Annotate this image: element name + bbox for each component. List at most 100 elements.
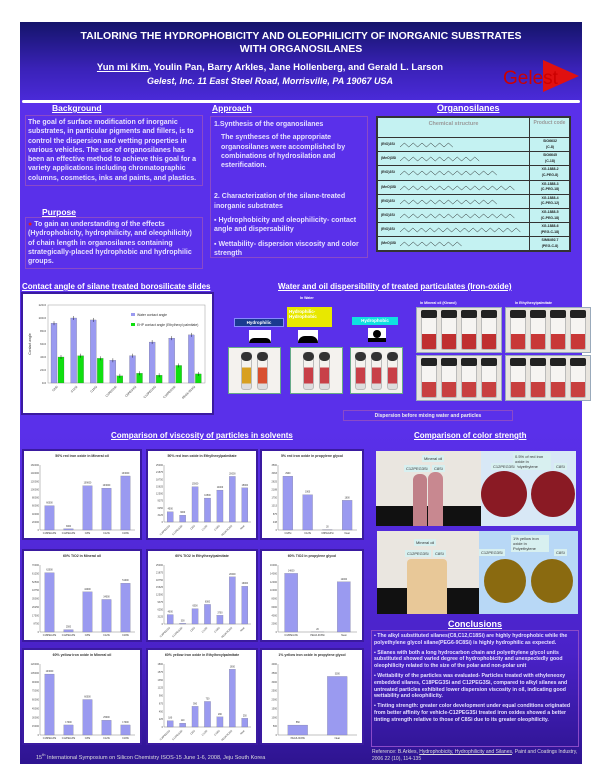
- bullet-text: Wettability- dispersion viscosity and co…: [214, 240, 359, 257]
- structure-prefix: (EtO)3Si: [381, 170, 395, 175]
- vial: [441, 310, 457, 350]
- structure-diagram: [400, 156, 480, 162]
- vial-cap: [570, 358, 586, 366]
- table-row: (MeO)3Si SIO6645 (C-18): [378, 152, 569, 167]
- hydrophilic-hydrophobic-label: Hydrophilic- Hydrophobic: [287, 307, 332, 327]
- poster-title: TAILORING THE HYDROPHOBICITY AND OLEOPHI…: [20, 30, 582, 56]
- organosilanes-heading: Organosilanes: [437, 103, 500, 113]
- bar: [302, 494, 313, 531]
- viscosity-chart: 1% yellow iron oxide in propylene glycol…: [260, 648, 364, 745]
- bar: [191, 706, 199, 728]
- bar: [179, 515, 186, 523]
- hydrophilic-label: Hydrophilic: [234, 318, 284, 327]
- legend-swatch: [131, 323, 135, 326]
- vial: [570, 310, 586, 350]
- vial-cap: [570, 310, 586, 318]
- data-label: 60000: [84, 697, 91, 699]
- product-code: SIO6645: [543, 153, 557, 158]
- structure-prefix: (EtO)3Si: [381, 142, 395, 146]
- bar: [287, 724, 308, 736]
- y-tick-label: 2500: [271, 690, 277, 693]
- bar: [337, 581, 351, 633]
- data-label: 250: [243, 715, 248, 717]
- bar: [327, 676, 348, 736]
- y-tick-label: 0.0: [42, 381, 47, 385]
- y-tick-label: 2188: [271, 488, 277, 491]
- background-text: The goal of surface modification of inor…: [25, 115, 203, 187]
- structure-cell: (EtO)3Si: [378, 223, 530, 238]
- vial-cap: [371, 352, 382, 361]
- y-tick-label: 26250: [32, 606, 40, 609]
- bar: [179, 623, 186, 625]
- y-tick-label: 2000: [271, 699, 277, 702]
- chart-title: 60% yellow iron oxide in Ethylhexylpalmi…: [164, 653, 240, 657]
- conclusion-text: Wettability of the particles was evaluat…: [374, 672, 568, 700]
- y-axis-label: Contact angle: [28, 333, 32, 355]
- poster-header: [20, 22, 582, 100]
- bar: [216, 615, 224, 625]
- y-tick-label: 2625: [271, 480, 277, 483]
- y-tick-label: 14000: [270, 572, 278, 575]
- viscosity-chart: 60% TiO2 in Mineral oil 0 8750 17500 26250 35…: [22, 549, 142, 642]
- in-water-label: In Water: [300, 296, 314, 300]
- conclusions-box: ▪ The alkyl substituted silanes(C8,C12,C…: [371, 630, 579, 747]
- y-tick-label: 1350: [157, 679, 163, 682]
- x-tick-label: C8Si: [85, 532, 91, 535]
- bar: [191, 486, 199, 523]
- reference-title: Hydrophobicity, Hydrophilicity and Silan…: [419, 749, 512, 755]
- data-label: 8300: [205, 601, 211, 603]
- authors: Yun mi Kim, Youlin Pan, Barry Arkles, Ja…: [40, 62, 500, 73]
- structure-cell: (EtO)3Si: [378, 209, 530, 223]
- viscosity-chart: 5% red iron oxide in propylene glycol 0 43…: [260, 449, 364, 540]
- x-tick-label: C18Si: [122, 634, 129, 637]
- data-label: 730: [206, 698, 211, 700]
- vial-cap: [530, 358, 546, 366]
- vial-photo: [416, 355, 502, 401]
- x-tick-label: C18PEG3Si: [43, 737, 57, 740]
- x-tick-label: C18Si: [284, 532, 291, 535]
- y-tick-label: 0: [162, 521, 164, 524]
- vial-photo: [505, 307, 591, 353]
- y-tick-label: 1750: [271, 497, 277, 500]
- vial: [510, 358, 526, 398]
- bar: [77, 355, 84, 384]
- bar: [188, 334, 195, 384]
- vial-cap: [510, 310, 526, 318]
- vial-cap: [303, 352, 314, 361]
- header-divider: [22, 100, 580, 103]
- vial-photo: [350, 347, 403, 394]
- color-strength-heading: Comparison of color strength: [414, 431, 527, 440]
- data-label: 109000: [84, 483, 92, 485]
- bar: [284, 573, 298, 633]
- data-label: 20000: [229, 574, 236, 576]
- bar: [149, 341, 156, 384]
- y-tick-label: 4000: [271, 614, 277, 617]
- vial-cap: [530, 310, 546, 318]
- y-tick-label: 100000: [31, 488, 40, 491]
- bar: [167, 614, 174, 625]
- data-label: 42000: [84, 589, 91, 591]
- x-tick-label: PEG6-9C8Si: [181, 385, 196, 400]
- y-tick-label: 61250: [32, 572, 40, 575]
- y-tick-label: 20.0: [40, 368, 46, 372]
- product-code-cell: XG-1888-5 (C-PEG-18): [531, 210, 569, 221]
- vial: [387, 352, 398, 390]
- y-tick-label: 140000: [31, 472, 40, 475]
- droplet-hydrophobic-image: [368, 328, 386, 342]
- vial-cap: [421, 310, 437, 318]
- vial-cap: [421, 358, 437, 366]
- contact-angle-svg: 0.0 20.0 40.0 60.0 80.0 100.0 120.0 Contact ang…: [28, 303, 206, 400]
- data-label: 3000: [66, 526, 72, 528]
- label-line: Hydrophobic: [289, 314, 317, 319]
- chart-svg: 0 438 875 1313 1750 2188 2625 3063 3500 2900 C18Si…: [271, 464, 357, 535]
- bar: [63, 724, 74, 736]
- x-tick-label: C18Si: [214, 524, 221, 531]
- other-authors: , Youlin Pan, Barry Arkles, Jane Hollenb…: [148, 62, 444, 73]
- y-tick-label: 160000: [31, 464, 40, 467]
- y-tick-label: 100.0: [38, 316, 46, 320]
- conclusion-item: ▪ Tinting strength: greater color develo…: [374, 703, 571, 723]
- table-row: (EtO)3Si XG-1888-6 (PEG-C-18): [378, 223, 569, 238]
- data-label: 133000: [122, 473, 130, 475]
- product-code-cell: SIO6645 (C-18): [531, 153, 569, 164]
- x-tick-label: C12Si: [103, 634, 110, 637]
